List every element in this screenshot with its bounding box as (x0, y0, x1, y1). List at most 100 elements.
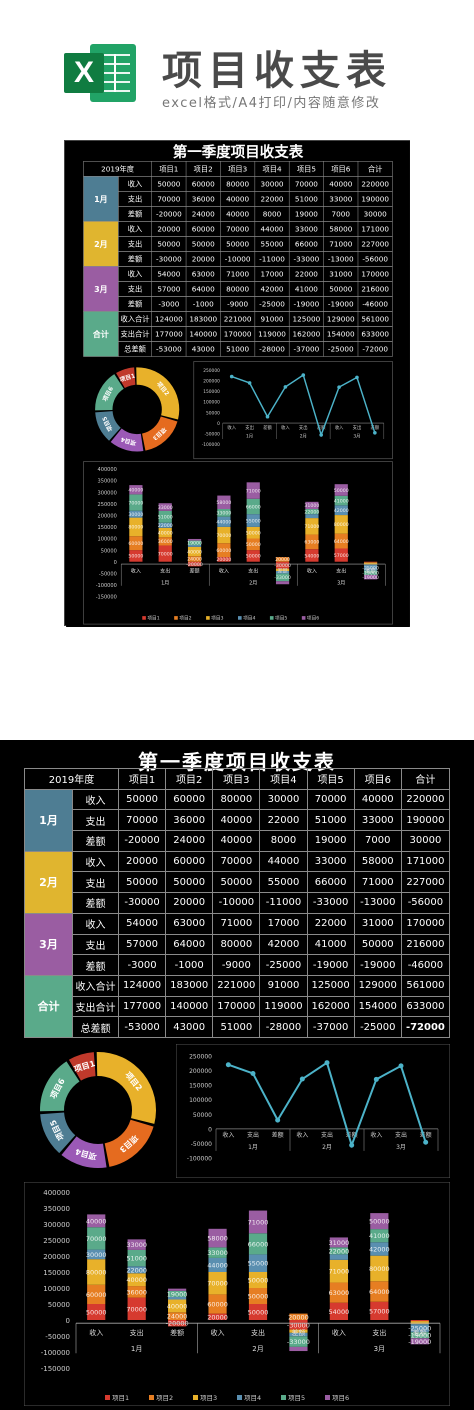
bar-segment (305, 514, 319, 519)
group-label: 1月 (246, 434, 253, 440)
bar-data-label: 64000 (334, 539, 349, 545)
table-cell: 125000 (306, 974, 355, 997)
bar-data-label: -19000 (362, 571, 379, 577)
table-cell: -30000 (117, 892, 167, 914)
y-tick-label: 0 (114, 560, 117, 566)
table-cell: 41000 (306, 933, 355, 956)
bar-data-label: 30000 (128, 512, 143, 518)
row-label: 支出合计 (72, 995, 119, 1018)
bar-data-label: 64000 (369, 1288, 390, 1296)
bar-chart-frame (83, 461, 393, 625)
preview-cell: 项目4 (262, 164, 282, 173)
preview-cell: 项目6 (331, 164, 351, 173)
legend-label: 项目5 (275, 616, 287, 622)
preview-cell: 支出 (128, 240, 143, 249)
row-label: 收入 (72, 912, 119, 935)
preview-cell: 140000 (189, 330, 217, 339)
bar-data-label: -30000 (274, 563, 291, 569)
preview-cell: 17000 (260, 270, 283, 279)
bar-data-label: 60000 (216, 548, 231, 554)
bar-data-label: 70000 (86, 1235, 107, 1243)
bar-segment (329, 1254, 348, 1260)
preview-cell: 60000 (192, 179, 215, 188)
bar-segment (329, 1247, 348, 1255)
excel-icon: X (64, 44, 136, 102)
preview-cell: 差额 (128, 210, 143, 219)
preview-cell: 162000 (293, 330, 321, 339)
preview-cell: 216000 (361, 285, 389, 294)
x-tick-label: 收入 (227, 424, 236, 431)
bar-data-label: 40000 (128, 488, 143, 494)
x-tick-label: 收入 (222, 1131, 234, 1139)
x-tick-label: 差额 (420, 1131, 432, 1139)
sheet-preview[interactable]: 第一季度项目收支表 2019年度 项目1 项目2 项目3 项目4 项目5 项目6 合计 1月 收入 5… (64, 140, 410, 627)
y-tick-label: 200000 (98, 513, 117, 519)
table-cell: 170000 (400, 912, 451, 935)
bar-data-label: 57000 (369, 1307, 390, 1315)
bar-data-label: 40000 (187, 549, 202, 555)
preview-cell: 36000 (192, 194, 215, 203)
table-cell: 40000 (353, 788, 402, 811)
table-cell: 63000 (165, 912, 214, 935)
bar-segment (87, 1227, 106, 1250)
y-tick-label: -100000 (41, 1349, 70, 1357)
preview-cell: -53000 (156, 345, 182, 354)
bar-data-label: 31000 (329, 1239, 350, 1247)
bar-data-label: -20000 (166, 1320, 189, 1328)
preview-cell: 22000 (260, 194, 283, 203)
x-tick-label: 收入 (131, 568, 141, 575)
legend-label: 项目2 (179, 616, 191, 622)
preview-cell: 50000 (329, 285, 352, 294)
x-tick-label: 收入 (370, 1131, 382, 1139)
bar-data-label: 41000 (334, 498, 349, 504)
table-cell: 20000 (117, 850, 167, 873)
legend-label: 项目6 (332, 1394, 349, 1402)
donut-slice (142, 416, 178, 451)
bar-data-label: 66000 (248, 1240, 269, 1248)
y-tick-label: 50000 (206, 410, 220, 416)
x-tick-label: 支出 (251, 1328, 265, 1337)
legend-label: 项目4 (244, 1394, 261, 1402)
bar-segment (168, 1288, 187, 1291)
table-cell: 129000 (353, 974, 402, 997)
y-tick-label: 0 (66, 1317, 70, 1325)
table-cell: 221000 (212, 974, 261, 997)
bar-segment (208, 1247, 227, 1258)
table-cell: 70000 (306, 788, 355, 811)
table-row: 总差额 -53000 43000 51000 -28000 -37000 -25000 -72… (25, 1016, 451, 1038)
group-label: 2月 (249, 580, 257, 586)
bar-segment (127, 1239, 146, 1250)
bar-segment (168, 1299, 187, 1313)
preview-cell: 支出 (128, 285, 143, 294)
table-cell: 54000 (117, 912, 167, 935)
x-tick-label: 差额 (366, 568, 376, 575)
legend-swatch (174, 616, 178, 620)
y-tick-label: 0 (208, 1126, 212, 1133)
bar-data-label: 50000 (248, 1293, 269, 1301)
line-chart-frame (176, 1044, 450, 1178)
y-tick-label: 400000 (43, 1189, 70, 1197)
preview-cell: 差额 (128, 300, 143, 309)
preview-cell: 70000 (226, 225, 249, 234)
y-tick-label: 200000 (189, 1068, 212, 1075)
month-group-cell: 3月 (24, 912, 73, 976)
row-label: 差额 (72, 830, 119, 852)
bar-segment (168, 1290, 187, 1297)
row-label: 差额 (72, 892, 119, 914)
y-tick-label: -100000 (96, 583, 117, 589)
preview-cell: 43000 (192, 345, 215, 354)
preview-cell: 20000 (192, 255, 215, 264)
bar-segment (187, 538, 202, 541)
table-cell: 50000 (117, 788, 167, 811)
table-cell: 80000 (212, 788, 261, 811)
table-header-cell: 项目6 (353, 768, 402, 790)
bar-segment (289, 1329, 308, 1333)
bar-segment (129, 494, 143, 511)
preview-cell: 190000 (361, 194, 389, 203)
bar-segment (363, 561, 378, 563)
table-row: 合计 收入合计 124000 183000 221000 91000 125000 12900… (24, 974, 451, 1038)
bar-data-label: 54000 (304, 553, 319, 559)
bar-segment (334, 515, 348, 534)
table-cell: -56000 (400, 892, 451, 914)
